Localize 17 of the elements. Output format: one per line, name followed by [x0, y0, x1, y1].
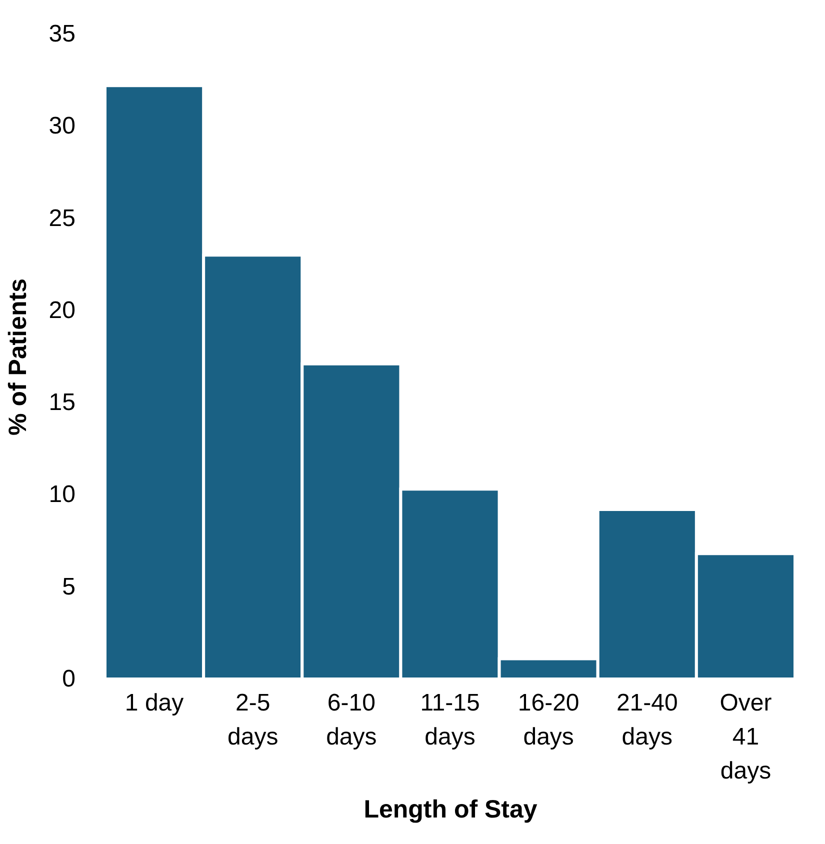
y-tick-label: 25 — [48, 204, 76, 232]
y-tick-label: 5 — [62, 573, 76, 600]
y-tick-label: 0 — [62, 666, 76, 692]
y-axis-title: % of Patients — [4, 278, 32, 436]
y-tick-label: 20 — [48, 296, 76, 324]
y-tick-label: 15 — [48, 389, 76, 416]
x-tick-label: 1 day — [124, 690, 184, 716]
x-tick-label: 16-20 days — [518, 690, 580, 750]
x-tick-label: 6-10 days — [326, 690, 377, 750]
y-tick-label: 30 — [48, 112, 76, 140]
x-tick-label: 21-40 days — [616, 690, 678, 750]
y-tick-label: 10 — [48, 481, 76, 508]
x-tick-label: 11-15 days — [420, 690, 480, 750]
x-tick-label: 2-5 days — [228, 690, 278, 750]
y-tick-label: 35 — [48, 20, 76, 48]
x-axis-title: Length of Stay — [364, 796, 538, 824]
x-tick-label: Over 41 days — [720, 690, 772, 784]
